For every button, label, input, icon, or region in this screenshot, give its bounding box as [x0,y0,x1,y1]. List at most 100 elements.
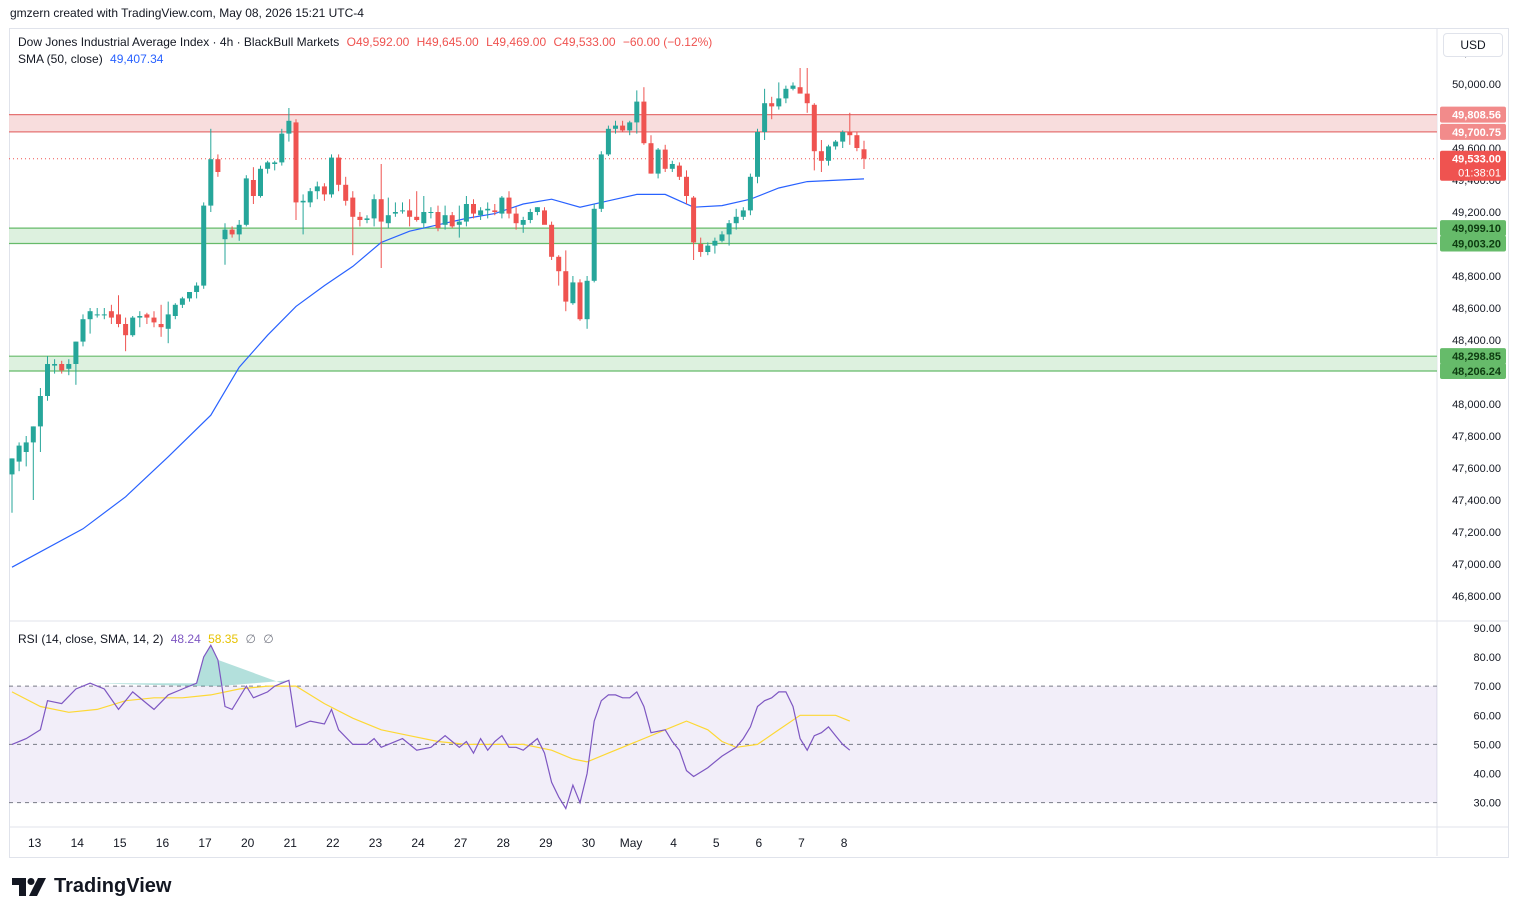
candle-body [392,212,398,214]
candle-body [669,164,675,169]
price-tick-label: 47,800.00 [1452,431,1501,443]
candle-body [655,149,661,174]
candle-body [45,364,50,396]
sma-legend[interactable]: SMA (50, close) 49,407.34 [18,52,167,66]
sma-label[interactable]: SMA (50, close) [18,52,103,66]
candle-body [790,85,796,89]
candle-body [740,210,746,217]
candle-body [293,122,299,203]
candle-body [73,341,79,364]
time-tick-label: 27 [454,836,468,850]
candle-body [492,210,498,212]
candle-body [755,132,760,177]
time-tick-label: 24 [411,836,425,850]
candle-body [30,426,36,443]
zone-price-label: 48,298.85 [1452,351,1501,363]
rsi-label[interactable]: RSI (14, close, SMA, 14, 2) [18,632,164,646]
candle-body [463,204,469,222]
candle-body [797,87,803,94]
zone-price-tag [1440,363,1506,380]
candle-body [23,442,29,452]
candle-body [513,213,519,224]
candle-body [684,176,689,196]
author-line: gmzern created with TradingView.com, May… [10,6,364,20]
candle-body [776,98,782,107]
last-price-tag [1440,150,1506,181]
zone-price-label: 49,099.10 [1452,223,1501,235]
price-tick-label: 47,000.00 [1452,559,1501,571]
candle-body [144,314,150,318]
rsi-tick-label: 40.00 [1473,769,1501,781]
zone-price-label: 49,808.56 [1452,110,1501,122]
candle-body [698,244,704,252]
candle-body [520,220,526,225]
candle-body [449,215,455,227]
candle-body [747,176,753,211]
candle-body [847,132,853,136]
candle-body [187,292,192,299]
time-tick-label: 30 [582,836,596,850]
candle-body [719,234,725,241]
low-value: L49,469.00 [486,35,547,49]
candle-body [222,229,228,240]
candle-body [435,212,441,228]
time-tick-label: 14 [71,836,85,850]
time-tick-label: 16 [156,836,170,850]
zone-price-label: 49,003.20 [1452,238,1501,250]
candle-body [179,298,185,305]
rsi-value: 48.24 [170,632,201,646]
candle-body [542,210,547,225]
symbol-legend[interactable]: Dow Jones Industrial Average Index · 4h … [18,35,716,49]
rsi-tick-label: 80.00 [1473,652,1501,664]
candle-body [52,364,58,366]
candle-body [400,210,405,212]
price-tick-label: 48,400.00 [1452,335,1501,347]
last-price-label: 49,533.00 [1452,154,1501,166]
candle-body [620,125,626,131]
tradingview-logo[interactable]: TradingView [12,875,171,898]
open-value: O49,592.00 [346,35,410,49]
candle-body [286,120,292,134]
rsi-tick-label: 70.00 [1473,681,1501,693]
candle-body [123,324,129,336]
candle-body [101,314,107,316]
candle-body [471,204,476,214]
candle-body [414,216,420,220]
candle-body [861,149,867,159]
candle-body [378,199,384,222]
candle-body [818,151,824,161]
time-tick-label: 28 [497,836,511,850]
time-tick-label: 29 [539,836,553,850]
price-tick-label: 47,600.00 [1452,463,1501,475]
candle-body [534,207,540,212]
candle-body [130,317,136,336]
candle-body [364,218,370,220]
price-tick-label: 48,800.00 [1452,271,1501,283]
candle-body [116,314,121,324]
candle-body [208,159,214,206]
candle-body [314,186,320,192]
price-tick-label: 48,000.00 [1452,399,1501,411]
candle-body [584,280,590,320]
candle-body [9,458,15,475]
tradingview-logo-icon [12,877,46,896]
candle-body [733,216,739,224]
time-tick-label: 6 [756,836,763,850]
candle-body [676,165,682,177]
candle-body [527,212,533,220]
time-tick-label: May [620,836,643,850]
candle-body [634,101,640,123]
candle-body [605,128,611,155]
candle-body [662,149,668,169]
candle-body [691,197,697,243]
rsi-legend[interactable]: RSI (14, close, SMA, 14, 2) 48.24 58.35 … [18,632,278,646]
change-value: −60.00 (−0.12%) [622,35,713,49]
currency-button[interactable]: USD [1443,33,1503,57]
price-tick-label: 48,600.00 [1452,303,1501,315]
candle-body [80,319,86,342]
time-tick-label: 15 [113,836,127,850]
candle-body [343,184,349,201]
close-value: C49,533.00 [553,35,616,49]
symbol-label[interactable]: Dow Jones Industrial Average Index · 4h … [18,35,340,49]
